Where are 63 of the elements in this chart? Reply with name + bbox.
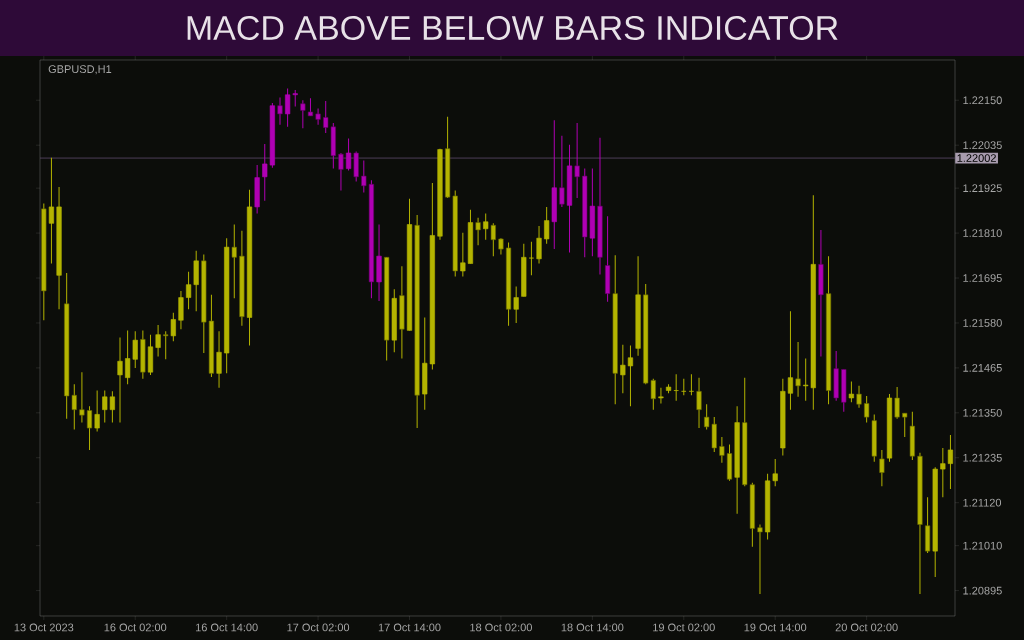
candlestick xyxy=(338,152,344,191)
x-tick-label: 19 Oct 02:00 xyxy=(653,623,715,632)
x-tick-label: 18 Oct 02:00 xyxy=(470,623,532,632)
x-tick-label: 16 Oct 14:00 xyxy=(196,623,258,632)
x-tick-label: 16 Oct 02:00 xyxy=(104,623,167,632)
candlestick xyxy=(528,241,534,276)
candlestick xyxy=(787,310,794,411)
y-tick-label: 1.22150 xyxy=(963,96,1002,105)
candlestick xyxy=(658,387,664,404)
candlestick xyxy=(940,447,946,498)
candlestick xyxy=(117,336,123,424)
candlestick xyxy=(216,330,222,389)
candlestick xyxy=(894,386,900,420)
candlestick xyxy=(795,341,801,398)
candlestick xyxy=(315,107,321,126)
x-tick-label: 18 Oct 14:00 xyxy=(561,623,624,632)
x-tick-label: 17 Oct 02:00 xyxy=(287,623,350,632)
candlestick xyxy=(947,434,954,490)
candlestick xyxy=(559,135,565,208)
candlestick xyxy=(696,377,702,429)
x-tick-label: 13 Oct 2023 xyxy=(14,623,74,632)
candlestick xyxy=(353,150,359,183)
candlestick xyxy=(574,122,580,199)
candlestick xyxy=(300,99,306,129)
candlestick xyxy=(688,373,694,396)
candlestick xyxy=(86,405,93,451)
candlestick xyxy=(536,225,542,265)
x-tick-label: 17 Oct 14:00 xyxy=(378,623,441,632)
y-tick-label: 1.21350 xyxy=(963,408,1002,417)
candlestick xyxy=(79,371,85,424)
candlestick xyxy=(757,524,763,595)
candlestick xyxy=(879,449,885,487)
y-tick-label: 1.21695 xyxy=(963,274,1002,282)
candlestick xyxy=(178,290,184,330)
y-tick-label: 1.21010 xyxy=(963,541,1002,550)
y-tick-label: 1.21235 xyxy=(963,453,1002,462)
x-tick-label: 19 Oct 14:00 xyxy=(744,623,807,632)
y-tick-label: 1.21465 xyxy=(963,364,1002,372)
y-tick-label: 1.21810 xyxy=(963,229,1002,237)
candlestick xyxy=(513,286,519,324)
candlestick xyxy=(475,217,481,246)
candlestick xyxy=(620,344,626,394)
candlestick xyxy=(902,412,908,438)
y-tick-label: 1.21580 xyxy=(963,319,1002,327)
candlestick xyxy=(277,97,283,126)
candlestick xyxy=(856,385,862,409)
ref-line-label: 1.22002 xyxy=(957,154,996,162)
candlestick xyxy=(460,232,466,277)
candlestick xyxy=(719,436,725,464)
y-tick-label: 1.21120 xyxy=(963,498,1002,507)
chart-subtitle: GBPUSD,H1 xyxy=(48,65,112,75)
candlestick xyxy=(864,395,870,424)
candlestick xyxy=(94,390,100,433)
y-tick-label: 1.20895 xyxy=(963,586,1002,595)
candlestick xyxy=(848,381,854,403)
candlestick xyxy=(544,206,550,245)
candlestick xyxy=(155,324,161,358)
candlestick xyxy=(627,345,634,407)
y-tick-label: 1.22035 xyxy=(963,141,1002,150)
x-tick-label: 20 Oct 02:00 xyxy=(835,623,898,632)
y-tick-label: 1.21925 xyxy=(963,184,1002,193)
candlestick xyxy=(345,138,352,172)
chart-title: MACD ABOVE BELOW BARS INDICATOR xyxy=(187,15,838,41)
